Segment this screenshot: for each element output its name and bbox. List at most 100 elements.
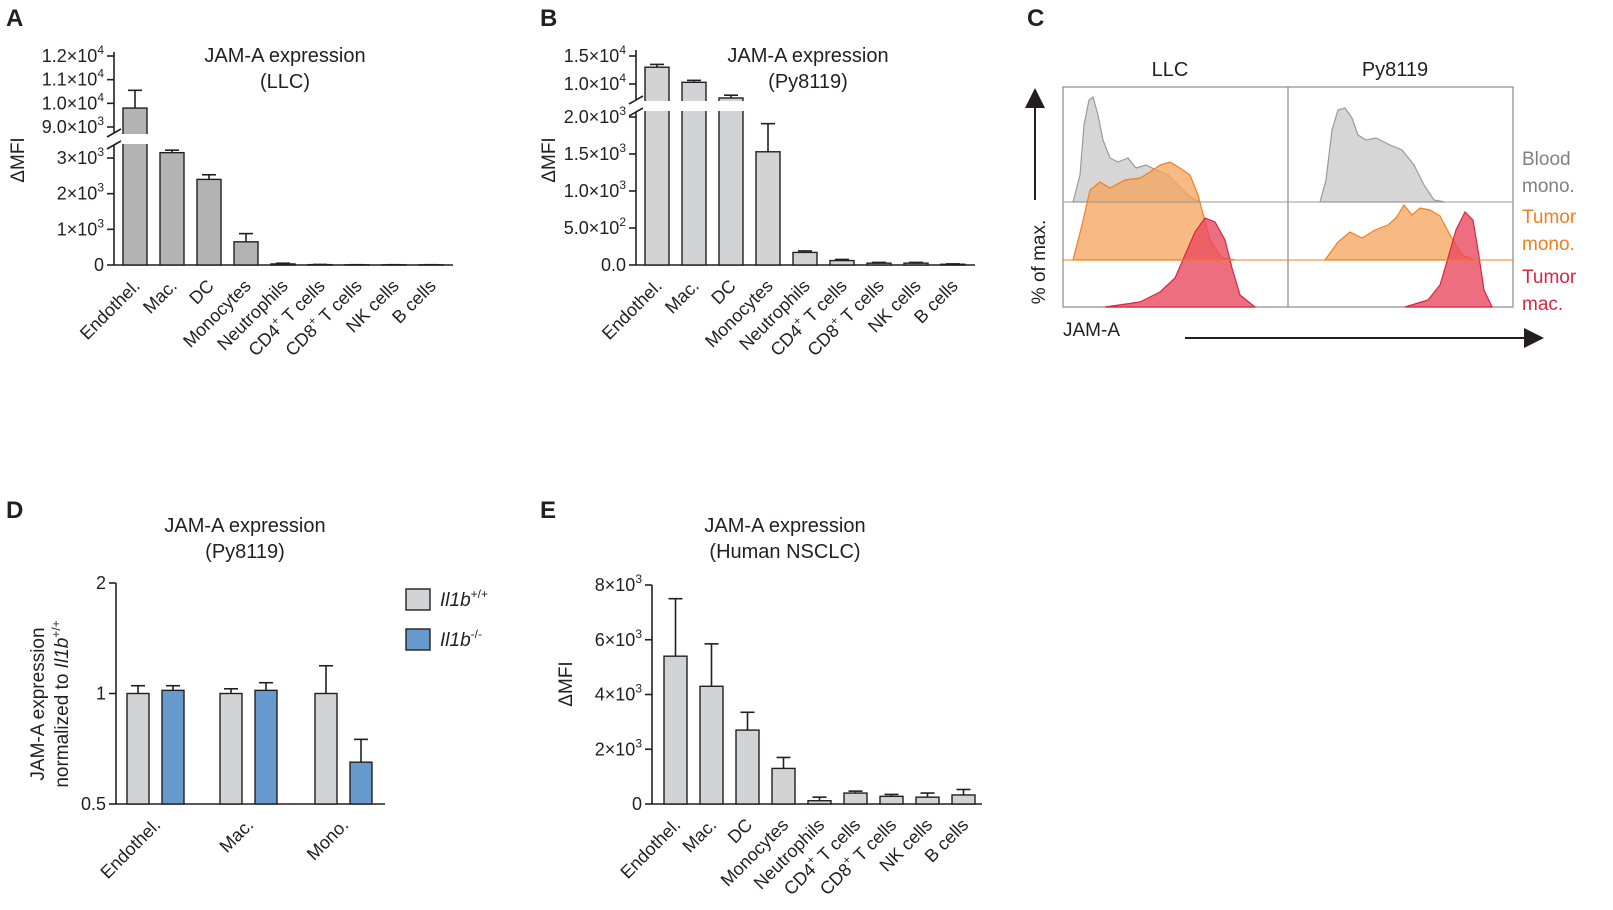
bar-mac: [699, 685, 724, 805]
y-tick-label-upper-0: 9.0×103: [42, 114, 105, 137]
y-tick-label-1: 1: [96, 684, 106, 704]
x-label-mac: Mac.: [679, 815, 721, 857]
break-gap-endothel: [121, 134, 149, 144]
bar-mono-il1b: [314, 692, 338, 805]
y-tick-label-3: 6×103: [595, 627, 643, 650]
bar-cd4-t-cells: [843, 792, 868, 805]
y-tick-label-1: 2×103: [595, 736, 643, 759]
y-tick-label-lower-4-exp: 3: [619, 104, 626, 118]
y-tick-label-0-base: 0: [632, 794, 642, 814]
panel-a-bars: [121, 89, 444, 266]
y-tick-label-4-base: 8×10: [595, 575, 636, 595]
legend-il1b-ko-sup: -/-: [471, 627, 482, 641]
y-tick-label-lower-1-base: 5.0×10: [564, 218, 620, 238]
y-tick-label-upper-1-base: 1.0×10: [42, 93, 98, 113]
panel-d-ylabel-prefix: normalized to: [52, 668, 73, 787]
panel-letter-b: B: [540, 5, 557, 32]
legend-il1b-wt-gene: Il1b: [440, 590, 471, 611]
y-tick-label-2: 2: [96, 573, 106, 593]
legend-tumor-mac-line1: Tumor: [1522, 267, 1577, 288]
y-tick-label-lower-1-exp: 2: [619, 215, 626, 229]
bar-mac-il1b: [219, 692, 243, 805]
bar-cd8-t-cells: [866, 262, 892, 266]
axis-break-upper: [628, 95, 644, 105]
legend-tumor-mono-line1: Tumor: [1522, 207, 1577, 228]
axis-break-lower: [106, 140, 122, 150]
y-tick-label-upper-0-exp: 4: [619, 71, 626, 85]
y-tick-label-lower-2-exp: 3: [619, 178, 626, 192]
panel-c-ylabel: % of max.: [1029, 220, 1050, 304]
bar-dc: [196, 178, 222, 266]
axis-break-lower: [628, 107, 644, 117]
y-tick-label-0: 0.5: [81, 794, 106, 814]
bar-nk-cells: [915, 796, 940, 805]
legend-il1b-ko-swatch: [405, 628, 431, 651]
x-label-mono: Mono.: [303, 815, 353, 865]
panel-letter-c: C: [1027, 5, 1044, 32]
break-gap-mac: [680, 101, 708, 111]
bar-monocytes: [755, 151, 781, 266]
panel-b-title-line1: JAM-A expression: [727, 45, 888, 67]
x-label-mac: Mac.: [661, 276, 703, 318]
y-tick-label-lower-3-exp: 3: [619, 141, 626, 155]
y-tick-label-upper-2: 1.1×104: [42, 67, 105, 90]
y-tick-label-upper-2-exp: 4: [97, 67, 104, 81]
axis-break-upper: [106, 128, 122, 138]
bar-dc: [735, 729, 760, 805]
y-tick-label-lower-0: 0: [94, 255, 104, 275]
bar-neutrophils: [792, 251, 818, 266]
panel-a-x-labels: Endothel.Mac. DCMonocytesNeutrophilsCD4+ …: [76, 276, 440, 360]
panel-letter-e: E: [540, 497, 556, 524]
bar-endothel-il1b: [126, 692, 150, 805]
y-tick-label-upper-1: 1.0×104: [42, 90, 105, 113]
legend-blood-line2: mono.: [1522, 176, 1575, 197]
bar-endothel: [122, 107, 148, 266]
bar-endothel-il1b: [161, 689, 185, 805]
panel-a-title-line2: (LLC): [260, 71, 310, 93]
y-tick-label-0: 0: [632, 794, 642, 814]
x-label-endothel: Endothel.: [598, 276, 666, 344]
y-tick-label-lower-4: 2.0×103: [564, 104, 627, 127]
legend-tumor-mono-line2: mono.: [1522, 234, 1575, 255]
panel-d-x-labels: Endothel. Mac. Mono.: [96, 815, 352, 883]
x-label-endothel: Endothel.: [96, 815, 164, 883]
y-tick-label-upper-1-base: 1.5×10: [564, 46, 620, 66]
legend-il1b-ko-gene: Il1b: [440, 630, 471, 651]
panel-a-ylabel: ΔMFI: [8, 137, 29, 182]
y-tick-label-2-exp: 3: [635, 682, 642, 696]
bar-neutrophils: [807, 800, 832, 805]
y-tick-label-upper-0-base: 1.0×10: [564, 74, 620, 94]
panel-b-bars: [643, 63, 966, 266]
panel-c-xlabel: JAM-A: [1063, 320, 1120, 341]
y-tick-label-upper-2-base: 1.1×10: [42, 70, 98, 90]
y-tick-label-lower-3-base: 1.5×10: [564, 144, 620, 164]
py8119-blood-mono-histogram: [1319, 107, 1446, 203]
y-tick-label-lower-0-base: 0.0: [601, 255, 626, 275]
y-tick-label-lower-1: 1×103: [57, 216, 105, 239]
panel-a-y-ticks: 01×1032×1033×1039.0×1031.0×1041.1×1041.2…: [42, 43, 114, 275]
bar-nk-cells: [903, 262, 929, 266]
break-gap-dc: [717, 101, 745, 111]
panel-b-title-line2: (Py8119): [768, 71, 848, 93]
panel-d-title-line2: (Py8119): [205, 541, 285, 563]
panel-d-ylabel-line1: JAM-A expression: [28, 627, 49, 780]
panel-letter-d: D: [6, 497, 23, 524]
y-tick-label-upper-1-exp: 4: [619, 43, 626, 57]
panel-e: E JAM-A expression (Human NSCLC) ΔMFI 0 2…: [540, 497, 982, 899]
bar-mac: [159, 151, 185, 266]
y-tick-label-3-base: 6×10: [595, 630, 636, 650]
y-tick-label-lower-1-exp: 3: [97, 216, 104, 230]
bar-b-cells: [951, 794, 976, 805]
panel-d-axes: [115, 583, 385, 805]
y-tick-label-lower-3: 1.5×103: [564, 141, 627, 164]
y-tick-label-lower-2-base: 2×10: [57, 184, 98, 204]
panel-b-y-ticks: 0.05.0×1021.0×1031.5×1032.0×1031.0×1041.…: [564, 43, 636, 275]
legend-il1b-wt-swatch: [405, 588, 431, 611]
x-label-mac: Mac.: [216, 815, 258, 857]
bar-cd4-t-cells: [829, 259, 855, 266]
panel-d-bars: [126, 664, 373, 805]
bar-mac-il1b: [254, 689, 278, 805]
panel-e-x-labels: Endothel.Mac. DCMonocytesNeutrophilsCD4+ …: [616, 815, 972, 899]
